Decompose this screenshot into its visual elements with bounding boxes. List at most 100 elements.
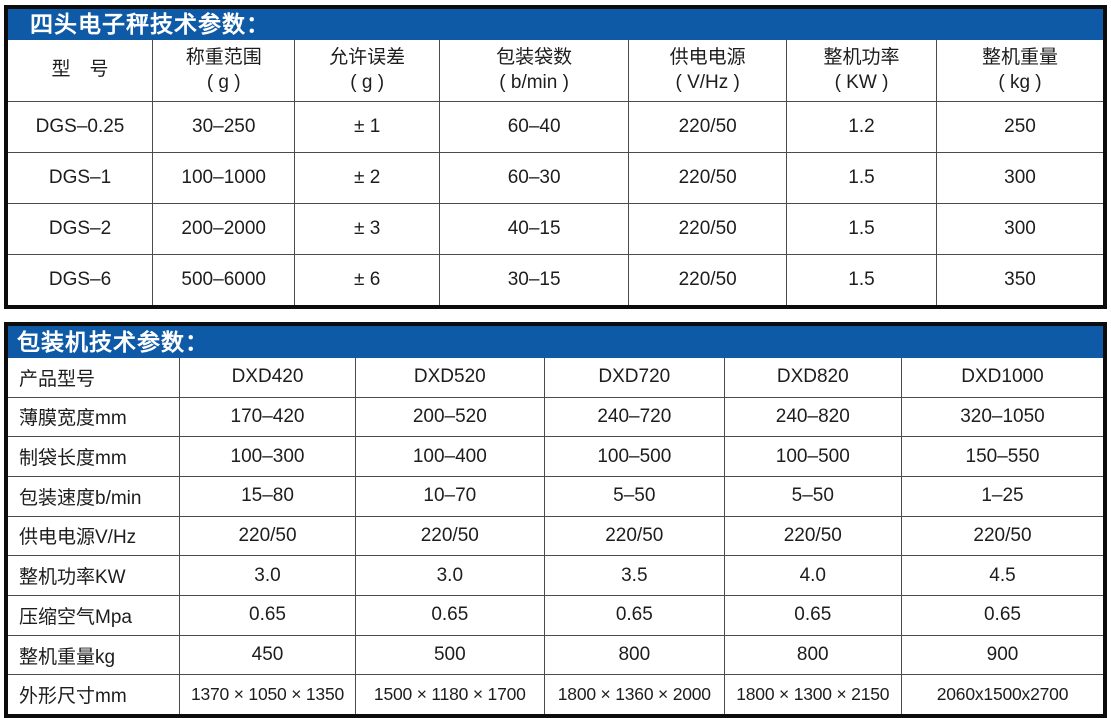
scale-params-panel: 四头电子秤技术参数： 型 号 称重范围 ( g ) 允许误差 ( g ) <box>4 5 1107 309</box>
value-cell: 300 <box>936 152 1103 204</box>
value-cell: 1800 × 1300 × 2150 <box>723 674 902 714</box>
model-cell: DGS–2 <box>8 203 154 255</box>
model-cell: DGS–1 <box>8 152 154 204</box>
row-label: 压缩空气Mpa <box>8 595 181 636</box>
value-cell: 0.65 <box>179 595 356 636</box>
table-row: DGS–2 200–2000 ± 3 40–15 220/50 1.5 300 <box>8 203 1103 255</box>
value-cell: 900 <box>900 634 1103 676</box>
row-label: 包装速度b/min <box>8 475 181 517</box>
value-cell: 300 <box>936 203 1103 255</box>
value-cell: 800 <box>723 634 902 676</box>
table-row: 压缩空气Mpa 0.65 0.65 0.65 0.65 0.65 <box>8 595 1103 636</box>
value-cell: 1.2 <box>786 101 937 153</box>
packer-panel-title: 包装机技术参数： <box>8 326 1103 358</box>
value-cell: 200–2000 <box>152 203 296 255</box>
value-cell: 100–500 <box>723 436 902 477</box>
column-header-unit: ( kg ) <box>998 71 1042 93</box>
value-cell: 0.65 <box>723 595 902 636</box>
value-cell: 3.5 <box>544 555 725 597</box>
table-row: DGS–6 500–6000 ± 6 30–15 220/50 1.5 350 <box>8 254 1103 305</box>
value-cell: 100–500 <box>544 436 725 477</box>
row-label: 外形尺寸mm <box>8 674 181 714</box>
value-cell: 100–300 <box>179 436 356 477</box>
table-row: DGS–1 100–1000 ± 2 60–30 220/50 1.5 300 <box>8 152 1103 204</box>
scale-panel-title: 四头电子秤技术参数： <box>8 9 1103 40</box>
value-cell: ± 6 <box>294 254 440 305</box>
value-cell: 100–1000 <box>152 152 296 204</box>
model-cell: DXD520 <box>354 358 546 398</box>
column-header-name: 整机功率 <box>823 46 900 68</box>
value-cell: ± 1 <box>294 101 440 153</box>
value-cell: 500–6000 <box>152 254 296 305</box>
value-cell: 3.0 <box>354 555 546 597</box>
value-cell: 220/50 <box>354 515 546 557</box>
column-header-weigh-range: 称重范围 ( g ) <box>152 40 296 102</box>
column-header-name: 允许误差 <box>329 46 406 68</box>
table-row: 整机功率KW 3.0 3.0 3.5 4.0 4.5 <box>8 555 1103 597</box>
value-cell: 1.5 <box>786 152 937 204</box>
value-cell: 1800 × 1360 × 2000 <box>544 674 725 714</box>
value-cell: 40–15 <box>438 203 630 255</box>
column-header-name: 供电电源 <box>669 46 746 68</box>
value-cell: 450 <box>179 634 356 676</box>
value-cell: 220/50 <box>628 203 787 255</box>
value-cell: 200–520 <box>354 396 546 438</box>
value-cell: 170–420 <box>179 396 356 438</box>
table-row: 产品型号 DXD420 DXD520 DXD720 DXD820 DXD1000 <box>8 358 1103 398</box>
panel-gap <box>4 309 1107 322</box>
column-header-unit: ( V/Hz ) <box>675 71 740 93</box>
table-row: 包装速度b/min 15–80 10–70 5–50 5–50 1–25 <box>8 475 1103 517</box>
value-cell: 0.65 <box>900 595 1103 636</box>
model-cell: DXD720 <box>544 358 725 398</box>
row-label: 产品型号 <box>8 358 181 398</box>
column-header-unit: ( KW ) <box>834 71 889 93</box>
value-cell: 220/50 <box>900 515 1103 557</box>
scale-params-table: 型 号 称重范围 ( g ) 允许误差 ( g ) 包装袋数 ( b/min )… <box>8 40 1103 305</box>
column-header-name: 整机重量 <box>981 46 1058 68</box>
model-cell: DGS–6 <box>8 254 154 305</box>
column-header-machine-power: 整机功率 ( KW ) <box>786 40 937 102</box>
scale-table-header-row: 型 号 称重范围 ( g ) 允许误差 ( g ) 包装袋数 ( b/min )… <box>8 40 1103 102</box>
value-cell: 800 <box>544 634 725 676</box>
row-label: 整机重量kg <box>8 634 181 676</box>
table-row: 供电电源V/Hz 220/50 220/50 220/50 220/50 220… <box>8 515 1103 557</box>
value-cell: 4.5 <box>900 555 1103 597</box>
column-header-power-supply: 供电电源 ( V/Hz ) <box>628 40 787 102</box>
row-label: 制袋长度mm <box>8 436 181 477</box>
value-cell: 5–50 <box>723 475 902 517</box>
value-cell: 220/50 <box>179 515 356 557</box>
value-cell: 220/50 <box>544 515 725 557</box>
column-header-model: 型 号 <box>8 40 154 102</box>
value-cell: 3.0 <box>179 555 356 597</box>
value-cell: 1–25 <box>900 475 1103 517</box>
packer-params-table: 产品型号 DXD420 DXD520 DXD720 DXD820 DXD1000… <box>8 358 1103 714</box>
value-cell: 220/50 <box>628 152 787 204</box>
value-cell: 220/50 <box>628 254 787 305</box>
value-cell: 1500 × 1180 × 1700 <box>354 674 546 714</box>
value-cell: 150–550 <box>900 436 1103 477</box>
value-cell: 5–50 <box>544 475 725 517</box>
column-header-bag-rate: 包装袋数 ( b/min ) <box>438 40 630 102</box>
value-cell: 4.0 <box>723 555 902 597</box>
value-cell: 30–15 <box>438 254 630 305</box>
value-cell: ± 2 <box>294 152 440 204</box>
column-header-unit: ( b/min ) <box>499 71 569 93</box>
row-label: 薄膜宽度mm <box>8 396 181 438</box>
table-row: 外形尺寸mm 1370 × 1050 × 1350 1500 × 1180 × … <box>8 674 1103 714</box>
value-cell: 220/50 <box>723 515 902 557</box>
value-cell: 220/50 <box>628 101 787 153</box>
row-label: 供电电源V/Hz <box>8 515 181 557</box>
table-row: 整机重量kg 450 500 800 800 900 <box>8 634 1103 676</box>
table-row: DGS–0.25 30–250 ± 1 60–40 220/50 1.2 250 <box>8 101 1103 153</box>
model-cell: DXD1000 <box>900 358 1103 398</box>
value-cell: 60–30 <box>438 152 630 204</box>
column-header-name: 型 号 <box>51 59 109 81</box>
value-cell: 240–820 <box>723 396 902 438</box>
value-cell: 1.5 <box>786 203 937 255</box>
value-cell: 0.65 <box>544 595 725 636</box>
table-row: 制袋长度mm 100–300 100–400 100–500 100–500 1… <box>8 436 1103 477</box>
value-cell: 30–250 <box>152 101 296 153</box>
column-header-unit: ( g ) <box>350 71 385 93</box>
column-header-unit: ( g ) <box>206 71 241 93</box>
